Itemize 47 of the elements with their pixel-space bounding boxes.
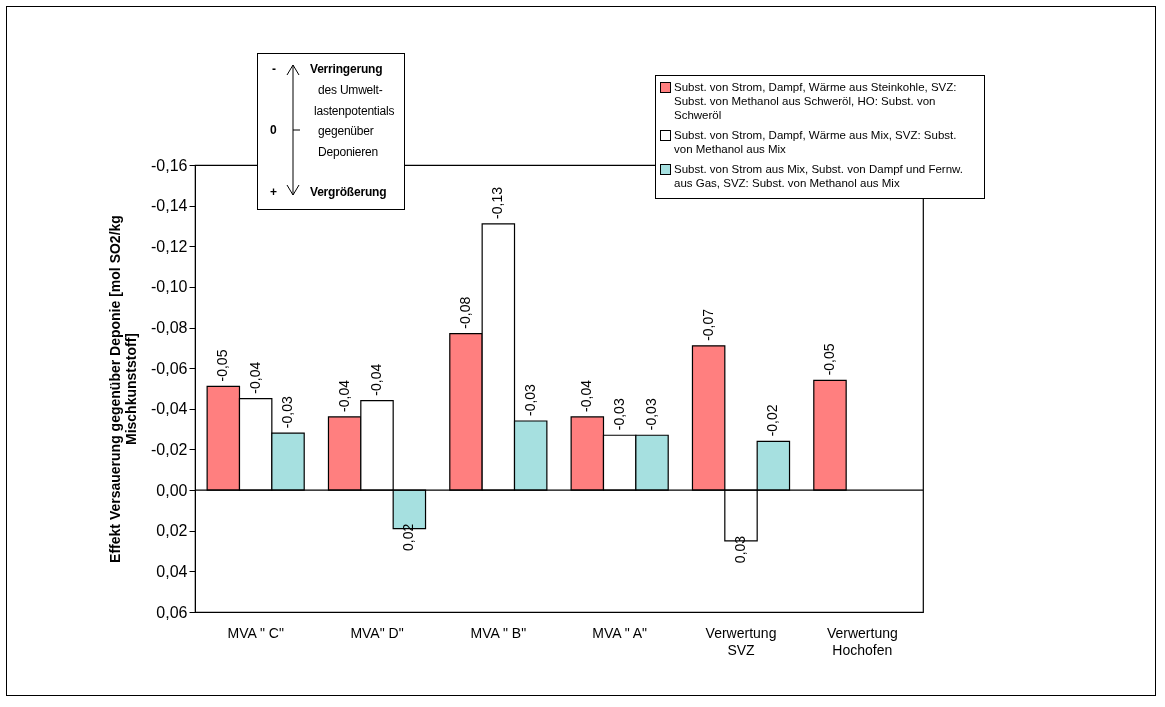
data-label: -0,04 [578,379,595,412]
x-tick-label: MVA " C" [227,624,284,641]
y-tick-label: -0,04 [151,400,188,418]
data-label: -0,03 [521,383,538,417]
y-tick-label: -0,02 [151,440,188,458]
data-label: -0,02 [764,404,781,437]
data-label: -0,05 [214,349,231,382]
y-tick-label: 0,06 [156,603,188,621]
annotation: Vergrößerung [310,185,387,200]
data-label: -0,03 [610,398,627,431]
x-tick-label: MVA " B" [470,624,527,641]
annotation: + [270,185,277,200]
y-tick-label: -0,10 [151,278,188,296]
data-label: 0,02 [400,523,417,551]
x-tick-label: Verwertung Hochofen [826,624,898,658]
y-axis-title: Effekt Versauerung gegenüber Deponie [mol SO2/kg Mischkunststoff] [107,215,140,563]
legend-label: Subst. von Strom, Dampf, Wärme aus Steinkohle, SVZ: Subst. von Methanol aus Schweröl, HO: Subst. von Schweröl [674,80,958,122]
x-tick-label: MVA " A" [592,624,648,641]
text: Verringerung [310,62,383,77]
text: gegenüber [318,124,374,139]
y-tick-label: -0,06 [151,359,188,377]
y-tick-label: -0,16 [151,156,188,174]
text: Deponieren [318,145,379,160]
data-label: -0,03 [279,396,296,429]
x-tick-label: MVA" D" [350,624,404,641]
text: des Umwelt- [318,83,383,98]
text: - [272,62,276,77]
y-tick-label: -0,08 [151,319,188,337]
y-tick-label: 0,00 [156,481,188,499]
text: 0 [270,123,277,138]
legend-label: Subst. von Strom aus Mix, Subst. von Dampf und Fernw. aus Gas, SVZ: Subst. von Methanol aus Mix [674,162,964,190]
x-tick-label: Verwertung SVZ [705,624,777,658]
legend-label: Subst. von Strom, Dampf, Wärme aus Mix, SVZ: Subst. von Methanol aus Mix [674,128,958,156]
text: lastenpotentials [314,104,395,119]
data-label: -0,04 [246,361,263,394]
y-tick-label: -0,12 [151,237,188,255]
data-label: -0,04 [335,379,352,412]
data-label: -0,08 [456,296,473,329]
data-label: 0,03 [732,535,748,564]
y-tick-label: 0,02 [156,522,188,540]
data-label: -0,04 [368,363,384,396]
y-tick-label: 0,04 [156,562,188,580]
data-label: -0,07 [699,308,716,341]
data-label: -0,05 [820,343,837,376]
y-tick-label: -0,14 [151,197,188,215]
data-label: -0,03 [643,398,660,431]
data-label: -0,13 [489,186,506,219]
